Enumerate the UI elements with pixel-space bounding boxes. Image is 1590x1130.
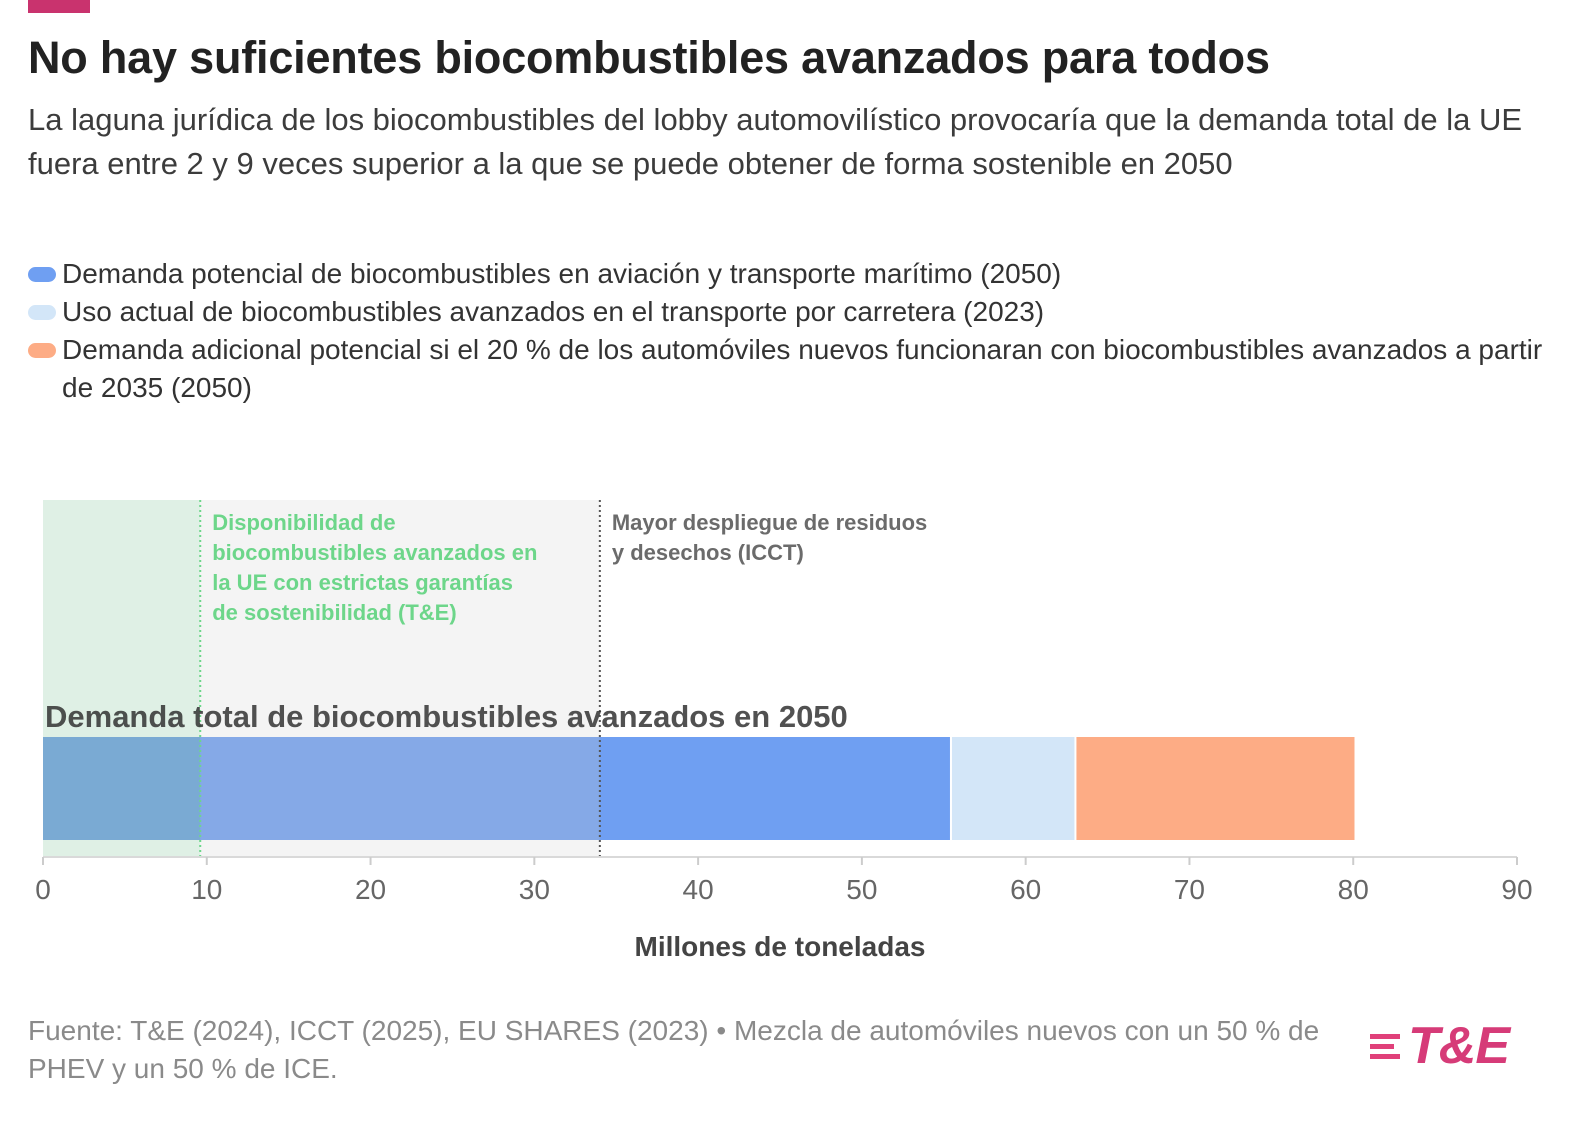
legend-item-road-transport: Uso actual de biocombustibles avanzados … bbox=[28, 293, 1558, 331]
bar-segment-1 bbox=[951, 737, 1075, 840]
logo-text: T&E bbox=[1408, 1017, 1510, 1075]
x-tick-label: 70 bbox=[1174, 874, 1205, 905]
legend-swatch-orange bbox=[28, 343, 56, 358]
x-tick-label: 90 bbox=[1501, 874, 1532, 905]
x-tick-label: 40 bbox=[683, 874, 714, 905]
legend-item-aviation-shipping: Demanda potencial de biocombustibles en … bbox=[28, 255, 1558, 293]
x-tick-label: 80 bbox=[1338, 874, 1369, 905]
legend-item-additional-cars: Demanda adicional potencial si el 20 % d… bbox=[28, 331, 1558, 407]
bar-segment-2 bbox=[1076, 737, 1355, 840]
reference-overlay-0 bbox=[43, 737, 201, 840]
legend-swatch-blue bbox=[28, 267, 56, 282]
x-tick-label: 20 bbox=[355, 874, 386, 905]
stacked-bar-chart: Disponibilidad de biocombustibles avanzad… bbox=[35, 500, 1533, 962]
bar-segment-0 bbox=[43, 737, 950, 840]
x-tick-label: 0 bbox=[35, 874, 51, 905]
legend: Demanda potencial de biocombustibles en … bbox=[28, 255, 1558, 407]
accent-bar bbox=[28, 0, 90, 13]
x-tick-label: 10 bbox=[191, 874, 222, 905]
source-note: Fuente: T&E (2024), ICCT (2025), EU SHAR… bbox=[28, 1015, 1320, 1084]
logo-lines-icon bbox=[1370, 1033, 1400, 1059]
legend-label: Uso actual de biocombustibles avanzados … bbox=[62, 296, 1045, 327]
chart-title: No hay suficientes biocombustibles avanz… bbox=[28, 32, 1270, 83]
x-tick-label: 30 bbox=[519, 874, 550, 905]
chart-subtitle: La laguna jurídica de los biocombustible… bbox=[28, 102, 1523, 181]
x-axis-title: Millones de toneladas bbox=[635, 931, 926, 962]
x-tick-label: 50 bbox=[846, 874, 877, 905]
x-tick-label: 60 bbox=[1010, 874, 1041, 905]
legend-swatch-light-blue bbox=[28, 305, 56, 320]
legend-label: Demanda potencial de biocombustibles en … bbox=[62, 258, 1062, 289]
te-logo: T&E bbox=[1370, 1016, 1550, 1076]
reference-annotation-0: Disponibilidad de biocombustibles avanzad… bbox=[212, 510, 537, 625]
legend-label: Demanda adicional potencial si el 20 % d… bbox=[62, 334, 1543, 403]
reference-annotation-1: Mayor despliegue de residuos y desechos (… bbox=[612, 510, 927, 565]
reference-overlay-1 bbox=[200, 737, 600, 840]
bar-label: Demanda total de biocombustibles avanzad… bbox=[45, 699, 848, 734]
